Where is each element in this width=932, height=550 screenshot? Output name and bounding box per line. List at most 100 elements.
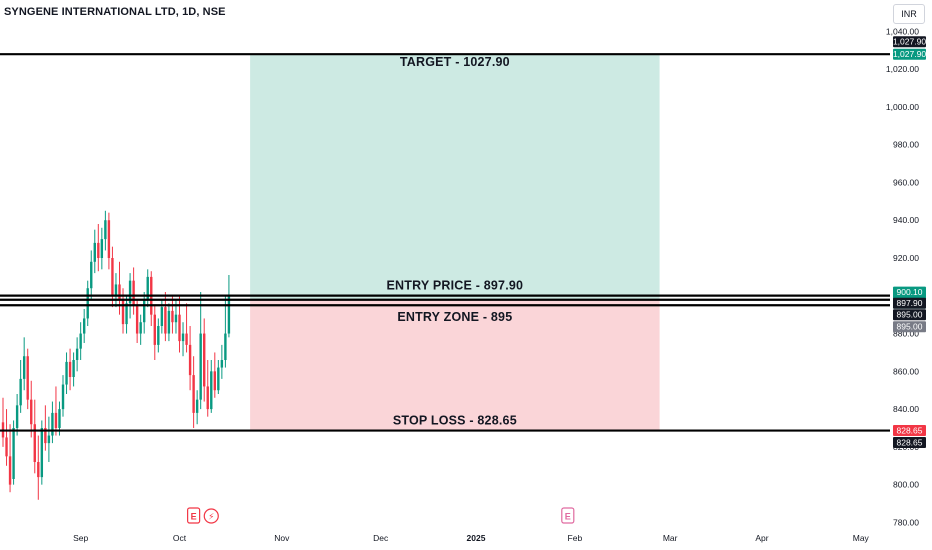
candle-body bbox=[97, 242, 100, 258]
profit-zone bbox=[250, 54, 660, 300]
time-axis: AugSepOctNovDec2025FebMarAprMay bbox=[73, 533, 869, 543]
candle-body bbox=[203, 333, 206, 387]
earnings-icon: E bbox=[191, 512, 197, 522]
candle-body bbox=[185, 333, 188, 345]
y-tick-label: 840.00 bbox=[893, 404, 919, 414]
y-tick-label: 960.00 bbox=[893, 177, 919, 187]
price-axis: 780.00800.00820.00840.00860.00880.00900.… bbox=[886, 26, 919, 527]
candle-body bbox=[192, 375, 195, 413]
candle-body bbox=[68, 361, 72, 377]
candle-body bbox=[72, 360, 75, 377]
candle-body bbox=[12, 428, 15, 479]
price-tag-label: 897.90 bbox=[897, 298, 923, 308]
candle-body bbox=[90, 261, 93, 289]
currency-button[interactable]: INR bbox=[893, 4, 925, 24]
level-label: ENTRY PRICE - 897.90 bbox=[386, 279, 523, 293]
price-tag bbox=[893, 425, 926, 437]
candle-body bbox=[188, 344, 192, 376]
price-tag-label: 1,027.90 bbox=[893, 49, 926, 59]
x-tick-label: Nov bbox=[274, 533, 290, 543]
x-tick-label: Feb bbox=[568, 533, 583, 543]
candle-body bbox=[26, 356, 29, 400]
candles bbox=[1, 210, 231, 500]
y-tick-label: 800.00 bbox=[893, 480, 919, 490]
x-tick-label: Oct bbox=[173, 533, 187, 543]
candle-body bbox=[100, 239, 104, 258]
candle-body bbox=[199, 333, 202, 400]
price-tag bbox=[893, 321, 926, 333]
level-annotations: TARGET - 1027.90 ENTRY PRICE - 897.90 ENTR… bbox=[386, 55, 523, 427]
candle-body bbox=[164, 307, 167, 334]
candle-body bbox=[128, 280, 132, 304]
candle-body bbox=[22, 356, 26, 379]
level-lines bbox=[0, 53, 890, 432]
candle-body bbox=[114, 284, 118, 296]
y-tick-label: 1,040.00 bbox=[886, 26, 919, 36]
candle-body bbox=[143, 299, 146, 323]
candle-body bbox=[167, 310, 171, 334]
candle-body bbox=[15, 405, 19, 428]
level-label: STOP LOSS - 828.65 bbox=[393, 414, 517, 428]
event-markers: E ⚡ E bbox=[187, 507, 575, 524]
price-tag-label: 828.65 bbox=[897, 425, 923, 435]
y-tick-label: 940.00 bbox=[893, 215, 919, 225]
price-tag bbox=[893, 48, 926, 60]
candle-body bbox=[51, 412, 54, 436]
price-tag bbox=[893, 437, 926, 449]
candle-body bbox=[171, 310, 174, 323]
price-tag-label: 895.00 bbox=[897, 322, 923, 332]
y-tick-label: 880.00 bbox=[893, 329, 919, 339]
candle-body bbox=[82, 318, 86, 334]
candle-body bbox=[224, 333, 227, 360]
candle-body bbox=[181, 333, 185, 342]
candle-body bbox=[93, 242, 96, 262]
candle-body bbox=[30, 399, 33, 425]
candle-body bbox=[75, 348, 79, 360]
y-tick-label: 920.00 bbox=[893, 253, 919, 263]
y-tick-label: 860.00 bbox=[893, 366, 919, 376]
candle-body bbox=[107, 220, 111, 258]
candle-body bbox=[213, 371, 216, 391]
position-zones bbox=[250, 54, 660, 431]
candle-body bbox=[65, 361, 68, 385]
candle-body bbox=[217, 367, 220, 391]
y-tick-label: 1,020.00 bbox=[886, 64, 919, 74]
candle-body bbox=[58, 409, 61, 428]
candle-body bbox=[178, 314, 181, 342]
candle-body bbox=[139, 322, 142, 334]
price-tag bbox=[893, 309, 926, 321]
x-tick-label: Sep bbox=[73, 533, 88, 543]
price-tag bbox=[893, 36, 926, 48]
candle-body bbox=[19, 378, 22, 406]
loss-zone bbox=[250, 299, 660, 431]
price-tags: 1,027.901,027.90900.1003:15:11897.90895.… bbox=[893, 36, 926, 449]
candle-body bbox=[86, 288, 89, 319]
candle-body bbox=[125, 303, 128, 325]
candle-body bbox=[206, 386, 209, 410]
candle-body bbox=[8, 456, 12, 485]
y-tick-label: 780.00 bbox=[893, 517, 919, 527]
candle-body bbox=[157, 326, 160, 345]
candle-body bbox=[33, 424, 36, 462]
earnings-icon: E bbox=[565, 512, 571, 522]
x-tick-label: 2025 bbox=[467, 533, 486, 543]
x-tick-label: Mar bbox=[663, 533, 678, 543]
candle-body bbox=[174, 314, 178, 323]
candle-body bbox=[54, 412, 58, 428]
y-tick-label: 980.00 bbox=[893, 140, 919, 150]
price-tag bbox=[893, 297, 926, 309]
price-tag-label: 1,027.90 bbox=[893, 36, 926, 46]
candle-body bbox=[47, 435, 51, 444]
candle-body bbox=[79, 333, 82, 349]
bolt-icon: ⚡ bbox=[208, 513, 214, 523]
price-tag-label: 828.65 bbox=[897, 437, 923, 447]
candle-body bbox=[37, 462, 40, 478]
candle-body bbox=[160, 307, 164, 326]
candle-body bbox=[135, 305, 139, 334]
chart-title: SYNGENE INTERNATIONAL LTD, 1D, NSE bbox=[4, 6, 226, 18]
candle-body bbox=[227, 295, 231, 334]
candle-body bbox=[118, 284, 121, 300]
candle-body bbox=[104, 220, 107, 240]
level-label: TARGET - 1027.90 bbox=[400, 55, 510, 69]
